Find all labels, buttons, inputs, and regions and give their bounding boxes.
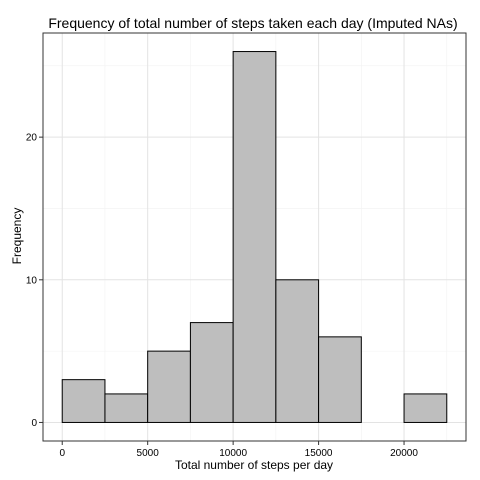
histogram-bars	[61, 51, 448, 423]
x-tick-label: 5000	[137, 448, 160, 459]
plot-panel-border	[42, 32, 467, 442]
histogram-bar	[232, 51, 277, 423]
y-tick-label: 0	[31, 418, 37, 429]
histogram-bar	[318, 336, 362, 423]
x-tick-label: 20000	[390, 448, 418, 459]
histogram-bar	[189, 322, 234, 423]
x-tick-label: 15000	[305, 448, 333, 459]
histogram-bar	[147, 350, 191, 423]
histogram-bar	[275, 279, 320, 423]
chart-title: Frequency of total number of steps taken…	[48, 15, 457, 31]
histogram-bar	[104, 393, 149, 423]
x-tick-label: 10000	[219, 448, 247, 459]
histogram-bar	[403, 393, 448, 423]
y-axis-ticks: 0 10 20	[26, 133, 43, 429]
y-tick-label: 10	[26, 275, 38, 286]
histogram-bar	[61, 379, 106, 423]
x-tick-label: 0	[59, 448, 65, 459]
y-axis-label: Frequency	[10, 208, 24, 265]
y-tick-label: 20	[26, 133, 38, 144]
x-axis-label: Total number of steps per day	[175, 458, 333, 472]
x-axis-ticks: 0 5000 10000 15000 20000	[59, 441, 418, 459]
